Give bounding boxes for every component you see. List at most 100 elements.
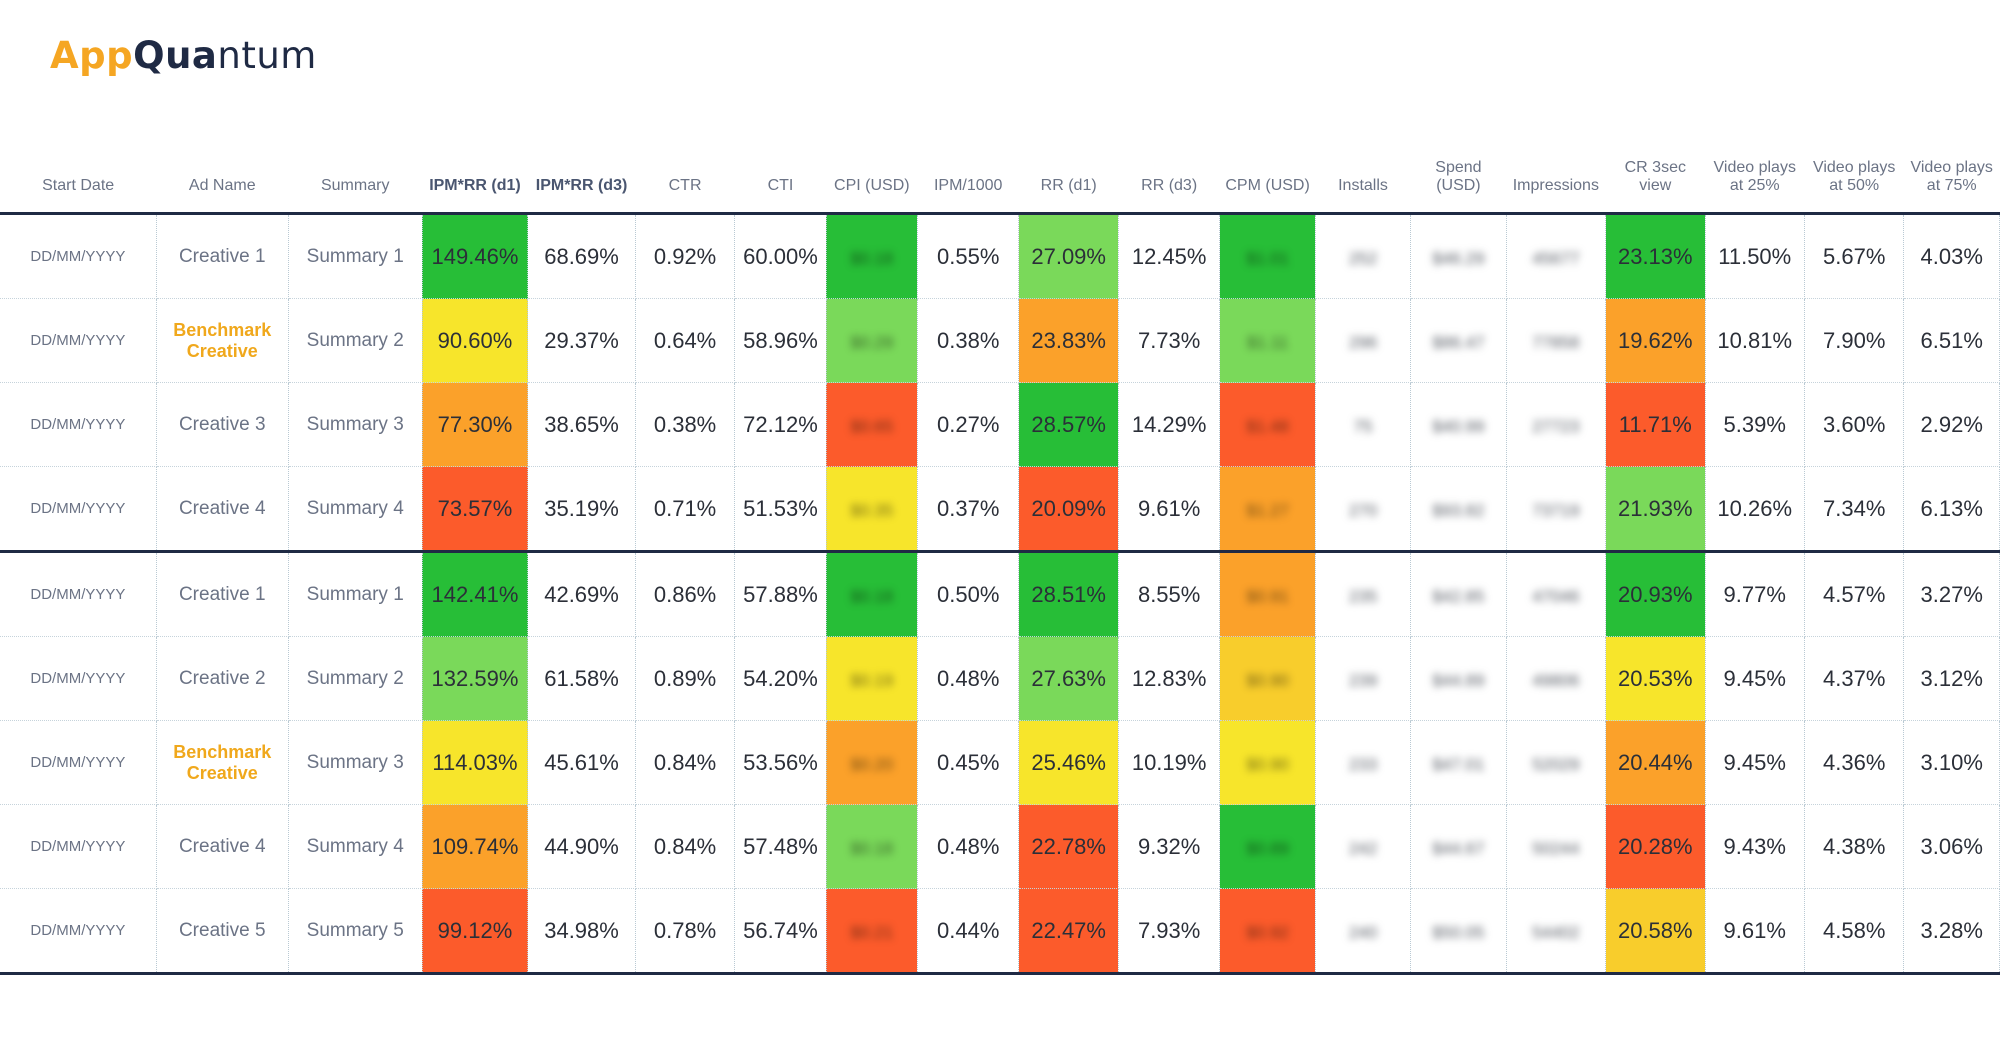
video-50-cell: 4.38% bbox=[1804, 804, 1905, 889]
ipm-rr-d3-cell: 45.61% bbox=[527, 720, 636, 805]
col-spend: Spend (USD) bbox=[1435, 159, 1482, 194]
blurred-value: $1.48 bbox=[1246, 416, 1289, 436]
rr-d1-cell: 27.09% bbox=[1018, 213, 1119, 299]
video-25-cell: 10.26% bbox=[1705, 466, 1805, 553]
ipm-rr-d1-cell: 109.74% bbox=[422, 804, 529, 889]
blurred-value: $1.01 bbox=[1246, 248, 1289, 268]
v50-label-line2: at 50% bbox=[1829, 177, 1880, 194]
cpi-cell: $0.18 bbox=[826, 551, 918, 637]
video-50-cell: 4.57% bbox=[1804, 551, 1905, 637]
blurred-value: 296 bbox=[1348, 332, 1378, 352]
cpi-cell: $0.29 bbox=[826, 298, 918, 383]
spend-cell: $86.47 bbox=[1410, 298, 1507, 383]
video-75-cell: 3.10% bbox=[1903, 720, 2000, 805]
cti-cell: 57.48% bbox=[734, 804, 827, 889]
ad-name-cell: Creative 5 bbox=[156, 888, 289, 975]
blurred-value: 240 bbox=[1348, 922, 1378, 942]
ctr-cell: 0.64% bbox=[635, 298, 736, 383]
table-row: DD/MM/YYYY Benchmark Creative Summary 2 90.6… bbox=[0, 298, 2000, 383]
col-video-25: Video plays at 25% bbox=[1705, 130, 1804, 214]
video-75-cell: 6.51% bbox=[1903, 298, 2000, 383]
video-50-cell: 7.90% bbox=[1804, 298, 1905, 383]
ad-name-line1: Benchmark bbox=[173, 741, 272, 762]
ipm-rr-d1-cell: 149.46% bbox=[422, 213, 529, 299]
spend-cell: $44.89 bbox=[1410, 636, 1507, 721]
video-75-cell: 4.03% bbox=[1903, 213, 2000, 299]
cti-cell: 56.74% bbox=[734, 888, 827, 975]
cr-3sec-cell: 20.53% bbox=[1605, 636, 1706, 721]
col-impressions: Impressions bbox=[1512, 177, 1599, 194]
logo-qua: Qua bbox=[133, 34, 218, 77]
video-75-cell: 3.27% bbox=[1903, 551, 2000, 637]
cpm-cell: $1.11 bbox=[1219, 298, 1316, 383]
cpi-cell: $0.35 bbox=[826, 466, 918, 553]
ad-name-cell: Creative 1 bbox=[156, 213, 289, 299]
col-ipm-rr-d3: IPM*RR (d3) bbox=[535, 177, 628, 194]
video-50-cell: 4.58% bbox=[1804, 888, 1905, 975]
blurred-value: $0.91 bbox=[1246, 586, 1289, 606]
cr-3sec-cell: 21.93% bbox=[1605, 466, 1706, 553]
rr-d1-cell: 28.51% bbox=[1018, 551, 1119, 637]
rr-d3-cell: 12.45% bbox=[1118, 213, 1221, 299]
ipm-rr-d1-cell: 142.41% bbox=[422, 551, 529, 637]
ipm-rr-d3-cell: 29.37% bbox=[527, 298, 636, 383]
cpi-cell: $0.20 bbox=[826, 720, 918, 805]
start-date-cell: DD/MM/YYYY bbox=[0, 213, 157, 299]
impressions-cell: 49806 bbox=[1506, 636, 1607, 721]
spend-cell: $42.85 bbox=[1410, 551, 1507, 637]
logo-app: App bbox=[50, 34, 134, 77]
ipm1000-cell: 0.48% bbox=[917, 636, 1020, 721]
logo-ntum: ntum bbox=[217, 34, 317, 77]
blurred-value: $93.82 bbox=[1432, 500, 1485, 520]
v50-label-line1: Video plays bbox=[1812, 159, 1896, 176]
blurred-value: $40.99 bbox=[1432, 416, 1485, 436]
summary-cell: Summary 1 bbox=[288, 213, 423, 299]
ad-name-cell: Benchmark Creative bbox=[156, 720, 289, 805]
col-ipm-rr-d1: IPM*RR (d1) bbox=[429, 177, 521, 194]
cpm-cell: $0.89 bbox=[1219, 804, 1316, 889]
blurred-value: $0.21 bbox=[850, 922, 894, 942]
installs-cell: 235 bbox=[1315, 551, 1412, 637]
cr3-label-line1: CR 3sec bbox=[1624, 159, 1686, 176]
blurred-value: $46.29 bbox=[1432, 248, 1485, 268]
table-row: DD/MM/YYYY Creative 2 Summary 2 132.59% 61.5… bbox=[0, 636, 2000, 721]
ipm1000-cell: 0.27% bbox=[917, 382, 1020, 467]
impressions-cell: 50244 bbox=[1506, 804, 1607, 889]
cr3-label-line2: view bbox=[1639, 177, 1672, 194]
cti-cell: 53.56% bbox=[734, 720, 827, 805]
ipm-rr-d3-cell: 35.19% bbox=[527, 466, 636, 553]
blurred-value: $0.89 bbox=[1246, 838, 1289, 858]
rr-d3-cell: 10.19% bbox=[1118, 720, 1221, 805]
rr-d3-cell: 8.55% bbox=[1118, 551, 1221, 637]
cti-cell: 72.12% bbox=[734, 382, 827, 467]
cr-3sec-cell: 20.58% bbox=[1605, 888, 1706, 975]
blurred-value: 47046 bbox=[1532, 586, 1580, 606]
col-video-75: Video plays at 75% bbox=[1904, 130, 2000, 214]
cr-3sec-cell: 20.93% bbox=[1605, 551, 1706, 637]
ctr-cell: 0.84% bbox=[635, 720, 736, 805]
blurred-value: 50244 bbox=[1532, 838, 1580, 858]
cti-cell: 54.20% bbox=[734, 636, 827, 721]
ad-name-line2: Creative bbox=[186, 762, 258, 783]
impressions-cell: 27723 bbox=[1506, 382, 1607, 467]
spend-cell: $40.99 bbox=[1410, 382, 1507, 467]
blurred-value: $0.92 bbox=[1246, 922, 1289, 942]
blurred-value: 73719 bbox=[1532, 500, 1580, 520]
spend-cell: $44.67 bbox=[1410, 804, 1507, 889]
blurred-value: $47.01 bbox=[1432, 754, 1485, 774]
start-date-cell: DD/MM/YYYY bbox=[0, 804, 157, 889]
cr-3sec-cell: 20.44% bbox=[1605, 720, 1706, 805]
table-row: DD/MM/YYYY Creative 1 Summary 1 149.46% 68.6… bbox=[0, 213, 2000, 299]
summary-cell: Summary 2 bbox=[288, 298, 423, 383]
ipm-rr-d1-cell: 132.59% bbox=[422, 636, 529, 721]
impressions-cell: 45677 bbox=[1506, 213, 1607, 299]
rr-d1-cell: 23.83% bbox=[1018, 298, 1119, 383]
blurred-value: 54402 bbox=[1532, 922, 1580, 942]
video-25-cell: 11.50% bbox=[1705, 213, 1805, 299]
cpm-cell: $0.90 bbox=[1219, 636, 1316, 721]
col-cr-3sec-view: CR 3sec view bbox=[1606, 130, 1705, 214]
blurred-value: $1.11 bbox=[1246, 332, 1289, 352]
rr-d1-cell: 25.46% bbox=[1018, 720, 1119, 805]
ipm-rr-d1-cell: 114.03% bbox=[422, 720, 529, 805]
installs-cell: 242 bbox=[1315, 804, 1412, 889]
